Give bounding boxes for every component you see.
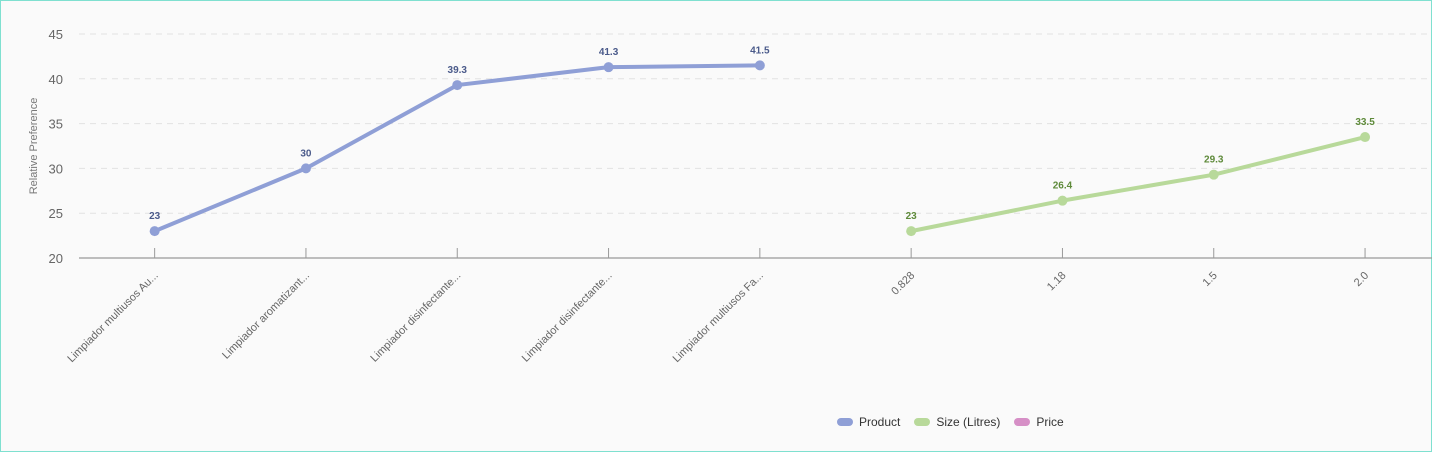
legend-item-price[interactable]: Price (1014, 415, 1064, 429)
x-tick-label: Limpiador aromatizant... (220, 270, 312, 362)
data-point[interactable] (906, 226, 917, 237)
x-tick-label: 1.5 (1201, 270, 1220, 289)
data-point[interactable] (149, 226, 160, 237)
y-tick-label: 45 (49, 27, 63, 42)
data-label: 41.3 (599, 47, 619, 58)
x-tick-label: 0.828 (889, 270, 917, 298)
y-axis-title: Relative Preference (28, 98, 40, 195)
legend: Product Size (Litres) Price (837, 415, 1078, 429)
data-label: 23 (149, 211, 161, 222)
x-tick-label: Limpiador multiusos Fa... (671, 270, 766, 365)
size-swatch-icon (914, 418, 931, 426)
y-tick-label: 25 (49, 206, 63, 221)
legend-item-product[interactable]: Product (837, 415, 900, 429)
legend-label: Size (Litres) (936, 415, 1001, 429)
data-point[interactable] (1360, 132, 1371, 143)
y-tick-label: 40 (49, 72, 63, 87)
x-tick-label: 1.18 (1045, 270, 1069, 294)
data-point[interactable] (603, 62, 614, 73)
legend-item-size[interactable]: Size (Litres) (914, 415, 1000, 429)
x-tick-label: Limpiador multiusos Au... (65, 270, 160, 365)
data-point[interactable] (300, 163, 311, 174)
x-tick-label: 2.0 (1352, 270, 1371, 289)
data-label: 33.5 (1355, 117, 1375, 128)
y-tick-label: 30 (49, 161, 63, 176)
data-label: 41.5 (750, 45, 770, 56)
x-tick-label: Limpiador disinfectante... (368, 270, 463, 365)
y-tick-label: 20 (49, 251, 63, 266)
data-label: 26.4 (1053, 181, 1073, 192)
y-tick-label: 35 (49, 117, 63, 132)
series-line (909, 135, 1368, 234)
data-label: 30 (300, 148, 312, 159)
data-point[interactable] (1057, 195, 1068, 206)
data-label: 23 (906, 211, 918, 222)
data-label: 29.3 (1204, 155, 1224, 166)
x-tick-label: Limpiador disinfectante... (520, 270, 615, 365)
data-point[interactable] (754, 60, 765, 71)
product-swatch-icon (837, 418, 853, 426)
data-point[interactable] (452, 80, 463, 91)
legend-label: Price (1036, 415, 1064, 429)
price-swatch-icon (1014, 418, 1031, 426)
series-line (152, 63, 762, 234)
data-label: 39.3 (448, 65, 468, 76)
legend-label: Product (859, 415, 901, 429)
data-point[interactable] (1208, 169, 1219, 180)
